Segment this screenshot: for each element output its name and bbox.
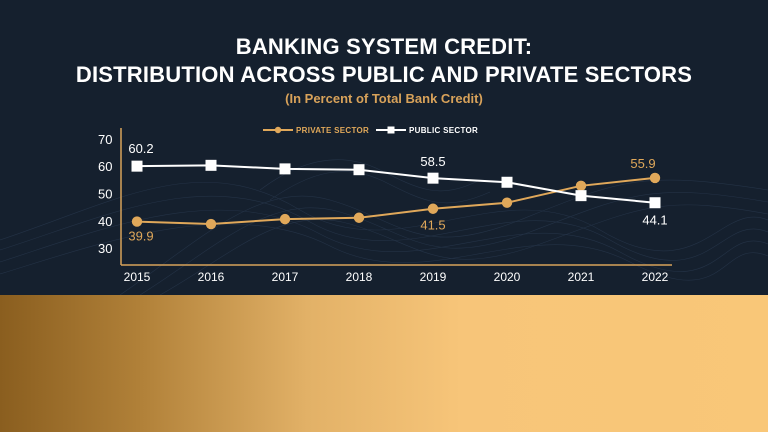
y-tick-label: 50 xyxy=(98,187,112,202)
legend-private-label: PRIVATE SECTOR xyxy=(296,126,369,135)
x-tick-label: 2021 xyxy=(568,270,595,284)
x-tick-label: 2016 xyxy=(198,270,225,284)
data-label: 60.2 xyxy=(128,141,153,156)
x-tick-label: 2019 xyxy=(420,270,447,284)
x-tick-label: 2020 xyxy=(494,270,521,284)
private-sector-point xyxy=(649,172,661,184)
private-sector-point xyxy=(131,216,143,227)
private-sector-line xyxy=(136,176,656,226)
line-chart: PRIVATE SECTOR PUBLIC SECTOR 30 40 50 60 70 2… xyxy=(98,126,672,284)
public-sector-line xyxy=(136,164,656,204)
y-tick-label: 60 xyxy=(98,159,112,174)
x-tick-label: 2022 xyxy=(642,270,669,284)
x-tick-label: 2018 xyxy=(346,270,373,284)
data-label: 39.9 xyxy=(128,229,153,244)
private-sector-point xyxy=(353,212,365,223)
chart-title-line-2: DISTRIBUTION ACROSS PUBLIC AND PRIVATE S… xyxy=(75,62,693,87)
public-sector-point xyxy=(131,160,143,172)
public-sector-point xyxy=(501,176,513,188)
chart-panel: BANKING SYSTEM CREDIT: DISTRIBUTION ACRO… xyxy=(0,34,768,295)
series-layer: 39.9 41.5 55.9 60.2 58.5 44.1 xyxy=(128,141,667,243)
private-sector-point xyxy=(575,180,587,192)
y-tick-label: 40 xyxy=(98,214,112,229)
private-sector-point xyxy=(205,218,217,230)
public-sector-point xyxy=(649,197,661,209)
background-wave-pattern xyxy=(0,159,768,295)
y-tick-label: 30 xyxy=(98,241,112,256)
legend: PRIVATE SECTOR PUBLIC SECTOR xyxy=(263,126,478,135)
public-sector-point xyxy=(575,190,587,202)
data-label: 58.5 xyxy=(420,154,445,169)
chart-title-line-1: BANKING SYSTEM CREDIT: xyxy=(235,34,533,59)
x-tick-label: 2017 xyxy=(272,270,299,284)
public-sector-point xyxy=(205,159,217,171)
public-sector-point xyxy=(279,163,291,175)
legend-private-marker xyxy=(274,126,282,134)
public-sector-point xyxy=(427,172,439,184)
legend-public-label: PUBLIC SECTOR xyxy=(409,126,478,135)
data-label: 44.1 xyxy=(642,213,667,228)
chart-subtitle: (In Percent of Total Bank Credit) xyxy=(285,91,483,106)
private-sector-point xyxy=(427,203,439,214)
data-label: 41.5 xyxy=(420,218,445,233)
x-tick-label: 2015 xyxy=(124,270,151,284)
legend-public-marker xyxy=(387,126,395,134)
axes: 30 40 50 60 70 2015 2016 2017 2018 2019 2020 2021 20… xyxy=(98,128,672,284)
public-sector-point xyxy=(353,164,365,176)
data-label: 55.9 xyxy=(630,156,655,171)
gold-gradient-band xyxy=(0,295,768,432)
y-tick-label: 70 xyxy=(98,132,112,147)
private-sector-point xyxy=(279,213,291,225)
private-sector-point xyxy=(501,197,513,208)
